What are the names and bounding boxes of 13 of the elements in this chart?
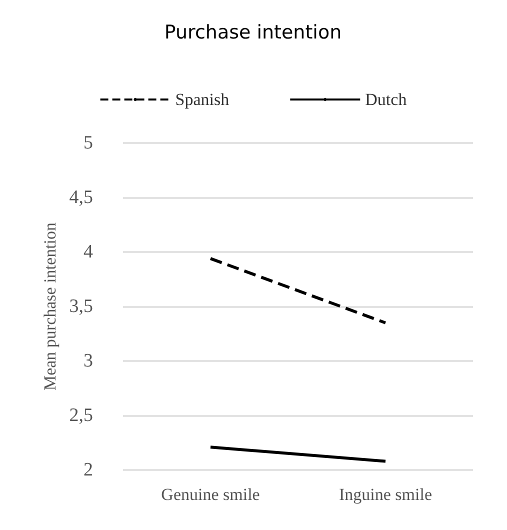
chart-title: Purchase intention (164, 22, 342, 44)
y-tick-label: 5 (84, 132, 93, 154)
y-tick-label: 2,5 (69, 405, 93, 426)
x-tick-label: Genuine smile (161, 485, 260, 504)
y-tick-label: 4,5 (69, 187, 93, 208)
y-tick-label: 4 (84, 242, 94, 262)
y-tick-label: 3,5 (69, 296, 93, 317)
legend-label: Spanish (175, 90, 230, 109)
y-tick-label: 2 (84, 460, 93, 480)
y-tick-label: 3 (84, 350, 93, 372)
legend-label: Dutch (365, 90, 408, 109)
x-tick-label: Inguine smile (338, 485, 432, 504)
y-axis-title: Mean purchase intention (40, 222, 60, 391)
